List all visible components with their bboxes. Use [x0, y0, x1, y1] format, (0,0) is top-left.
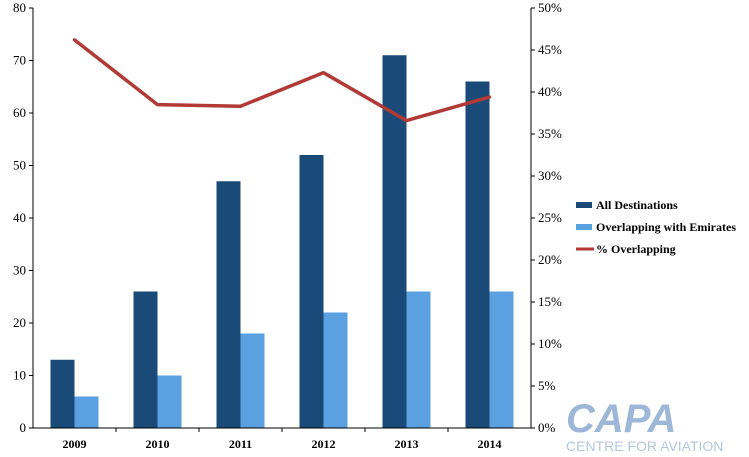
y-tick-label: 40: [13, 210, 26, 225]
bar-overlapping-2010: [157, 375, 182, 428]
legend-swatch: [576, 224, 592, 230]
bar-all-destinations-2014: [465, 81, 490, 428]
bar-all-destinations-2013: [382, 55, 407, 428]
x-tick-label: 2012: [312, 437, 336, 451]
y2-tick-label: 45%: [538, 42, 562, 57]
y-tick-label: 50: [13, 158, 26, 173]
capa-logo: CAPA CENTRE FOR AVIATION: [566, 397, 723, 454]
legend-swatch: [576, 202, 592, 208]
bar-all-destinations-2011: [216, 181, 241, 428]
y2-tick-label: 20%: [538, 252, 562, 267]
legend-label: All Destinations: [596, 198, 678, 212]
plot-area: [50, 38, 514, 428]
logo-main-text: CAPA: [566, 397, 676, 441]
bar-all-destinations-2009: [50, 359, 75, 428]
bar-overlapping-2013: [406, 291, 431, 428]
y-tick-label: 80: [13, 0, 26, 15]
y2-tick-label: 30%: [538, 168, 562, 183]
bar-overlapping-2014: [489, 291, 514, 428]
legend-label: % Overlapping: [596, 242, 676, 256]
bar-all-destinations-2010: [133, 291, 158, 428]
y2-tick-label: 15%: [538, 294, 562, 309]
y2-tick-label: 50%: [538, 0, 562, 15]
y-tick-label: 10: [13, 368, 26, 383]
axes: 0 10 20 30 40 50 60 70 80 0% 5% 10% 15% 20% 25% 30% 35% 4…: [13, 0, 562, 451]
y2-tick-label: 40%: [538, 84, 562, 99]
line-pct-overlapping: [72, 38, 492, 123]
bar-overlapping-2009: [74, 396, 99, 428]
y2-tick-label: 35%: [538, 126, 562, 141]
x-tick-label: 2009: [63, 437, 87, 451]
y-tick-label: 20: [13, 315, 26, 330]
y-tick-label: 70: [13, 53, 26, 68]
y2-tick-label: 10%: [538, 336, 562, 351]
x-tick-label: 2014: [478, 437, 502, 451]
y-tick-label: 60: [13, 105, 26, 120]
x-tick-label: 2011: [229, 437, 252, 451]
bar-all-destinations-2012: [299, 155, 324, 428]
legend-label: Overlapping with Emirates: [596, 220, 736, 234]
x-tick-label: 2010: [146, 437, 170, 451]
bar-overlapping-2011: [240, 333, 265, 428]
y-tick-label: 30: [13, 263, 26, 278]
y2-tick-label: 25%: [538, 210, 562, 225]
y2-tick-label: 5%: [538, 378, 556, 393]
bar-overlapping-2012: [323, 312, 348, 428]
x-tick-label: 2013: [395, 437, 419, 451]
y-tick-label: 0: [20, 420, 27, 435]
y2-tick-label: 0%: [538, 420, 556, 435]
legend: All Destinations Overlapping with Emirate…: [576, 198, 736, 256]
logo-sub-text: CENTRE FOR AVIATION: [566, 438, 723, 454]
